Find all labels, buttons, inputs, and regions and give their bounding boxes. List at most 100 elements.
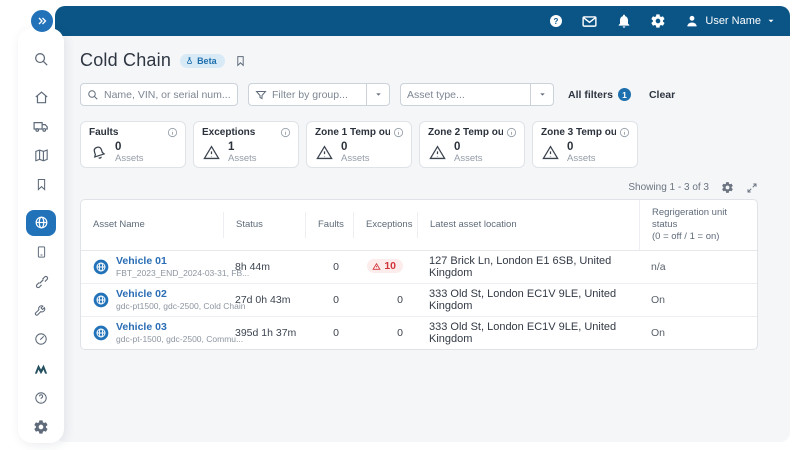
cable-icon: [33, 273, 50, 290]
card-exceptions: Exceptions 1 Assets: [193, 121, 299, 168]
double-chevron-right-icon: [36, 15, 48, 27]
exceptions-cell: 0: [353, 290, 417, 310]
search-field[interactable]: [80, 83, 238, 106]
table-row[interactable]: Vehicle 01 FBT_2023_END_2024-03-31, FB..…: [81, 251, 757, 284]
geotab-logo-icon: [32, 361, 50, 377]
sidebar-expand-button[interactable]: [29, 8, 55, 34]
bookmark-icon: [34, 177, 49, 192]
faults-cell: 0: [333, 293, 339, 306]
help-circle-icon: [33, 390, 49, 406]
card-zone1-temp: Zone 1 Temp out r... 0 Assets: [306, 121, 412, 168]
main-content: Cold Chain Beta: [55, 36, 790, 350]
sidebar-item-tools[interactable]: [26, 297, 56, 323]
group-filter-field[interactable]: [248, 83, 366, 106]
caret-down-icon: [766, 16, 776, 26]
gear-icon[interactable]: [721, 181, 734, 194]
map-icon: [33, 147, 50, 164]
warning-triangle-icon: [541, 143, 560, 162]
sidebar-item-cables[interactable]: [26, 268, 56, 294]
sidebar-item-geotab-logo[interactable]: [26, 356, 56, 382]
col-faults[interactable]: Faults: [305, 211, 353, 238]
asset-type-field[interactable]: [400, 83, 530, 106]
bell-icon[interactable]: [615, 13, 632, 30]
user-name-label: User Name: [705, 15, 761, 27]
asset-type-input[interactable]: [407, 88, 524, 101]
funnel-icon: [255, 89, 267, 101]
page-header: Cold Chain Beta: [80, 50, 758, 71]
group-filter-caret[interactable]: [366, 83, 390, 106]
page-title: Cold Chain: [80, 50, 172, 70]
info-icon[interactable]: [280, 127, 291, 138]
refrigeration-cell: n/a: [651, 260, 666, 273]
info-icon[interactable]: [506, 127, 517, 138]
group-filter-input[interactable]: [272, 88, 360, 101]
asset-name-cell: Vehicle 01 FBT_2023_END_2024-03-31, FB..…: [81, 251, 249, 282]
asset-type-caret[interactable]: [530, 83, 554, 106]
sidebar-item-vehicles[interactable]: [26, 113, 56, 139]
asset-name-cell: Vehicle 02 gdc-pt1500, gdc-2500, Cold Ch…: [81, 284, 245, 315]
device-icon: [34, 244, 49, 260]
sidebar-item-bookmarks[interactable]: [26, 172, 56, 198]
expand-icon[interactable]: [746, 182, 758, 194]
table-toolbar: Showing 1 - 3 of 3: [80, 181, 758, 194]
topbar-icons: ? User Name: [547, 13, 776, 30]
warning-triangle-icon: [315, 143, 334, 162]
sidebar-item-home[interactable]: [26, 84, 56, 110]
user-menu[interactable]: User Name: [683, 13, 776, 30]
flask-icon: [185, 56, 194, 66]
info-icon[interactable]: [167, 127, 178, 138]
sidebar-item-map[interactable]: [26, 142, 56, 168]
card-faults: Faults 0 Assets: [80, 121, 186, 168]
gear-icon[interactable]: [649, 13, 666, 30]
warning-triangle-icon: [428, 143, 447, 162]
col-refrigeration[interactable]: Regrigeration unit status (0 = off / 1 =…: [639, 200, 757, 250]
topbar: ? User Name: [55, 6, 790, 36]
gauge-icon: [33, 331, 49, 347]
truck-icon: [32, 117, 50, 135]
gear-icon: [33, 419, 49, 435]
exceptions-badge: 0: [397, 326, 403, 339]
table-row[interactable]: Vehicle 03 gdc-pt-1500, gdc-2500, Commu.…: [81, 317, 757, 349]
mail-icon[interactable]: [581, 13, 598, 30]
help-icon[interactable]: ?: [547, 13, 564, 30]
home-icon: [33, 89, 50, 106]
warning-triangle-icon: [202, 143, 221, 162]
exceptions-badge: 0: [397, 293, 403, 306]
sidebar-item-support[interactable]: [26, 385, 56, 411]
clear-filters-button[interactable]: Clear: [648, 88, 676, 101]
all-filters-button[interactable]: All filters 1: [568, 88, 631, 101]
location-cell: 333 Old St, London EC1V 9LE, United King…: [429, 287, 617, 312]
search-input[interactable]: [104, 88, 231, 101]
bell-icon: [89, 143, 108, 162]
refrigeration-cell: On: [651, 326, 666, 339]
exceptions-cell: 10: [353, 255, 417, 278]
col-exceptions[interactable]: Exceptions: [353, 211, 417, 238]
filter-bar: All filters 1 Clear: [80, 83, 758, 106]
sidebar-item-cold-chain[interactable]: [26, 209, 56, 236]
card-zone3-temp: Zone 3 Temp out r... 0 Assets: [532, 121, 638, 168]
asset-name-link[interactable]: Vehicle 01: [116, 255, 167, 268]
exceptions-cell: 0: [353, 323, 417, 343]
asset-globe-icon: [93, 259, 109, 275]
showing-count: Showing 1 - 3 of 3: [628, 182, 709, 193]
asset-name-link[interactable]: Vehicle 03: [116, 321, 167, 334]
sidebar-item-dashboard[interactable]: [26, 326, 56, 352]
info-icon[interactable]: [619, 127, 630, 138]
status-cell: 27d 0h 43m: [235, 293, 291, 306]
col-location[interactable]: Latest asset location: [417, 211, 639, 238]
sidebar-item-settings[interactable]: [26, 414, 56, 440]
sidebar-item-search[interactable]: [26, 46, 56, 72]
asset-groups: gdc-pt-1500, gdc-2500, Commu...: [116, 333, 244, 344]
col-status[interactable]: Status: [223, 211, 305, 238]
sidebar-item-devices[interactable]: [26, 239, 56, 265]
svg-text:?: ?: [553, 17, 558, 26]
asset-name-link[interactable]: Vehicle 02: [116, 288, 167, 301]
faults-cell: 0: [333, 260, 339, 273]
table-header-row: Asset Name Status Faults Exceptions Late…: [81, 200, 757, 251]
exceptions-badge: 10: [367, 259, 403, 274]
info-icon[interactable]: [393, 127, 404, 138]
table-row[interactable]: Vehicle 02 gdc-pt1500, gdc-2500, Cold Ch…: [81, 284, 757, 317]
col-asset-name[interactable]: Asset Name: [93, 218, 145, 230]
wrench-icon: [33, 302, 49, 318]
bookmark-icon[interactable]: [234, 54, 247, 68]
